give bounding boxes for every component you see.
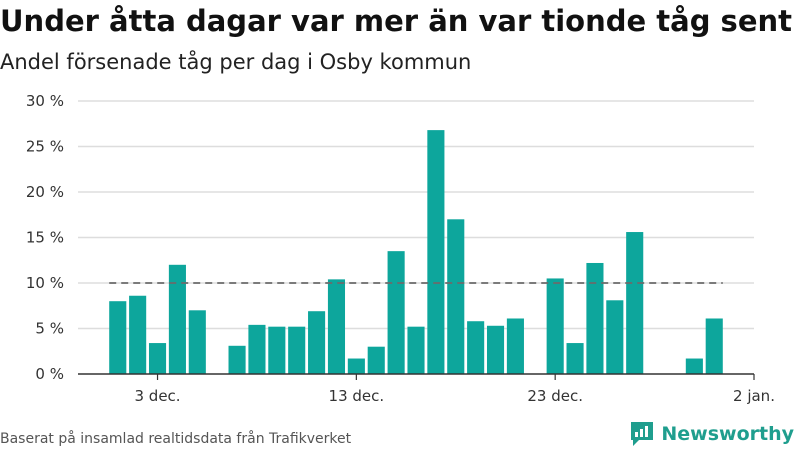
bar xyxy=(168,264,186,374)
bar xyxy=(327,279,346,374)
bar xyxy=(566,343,584,374)
bar xyxy=(486,325,505,374)
y-tick-label: 0 % xyxy=(35,365,64,383)
y-tick-label: 20 % xyxy=(26,183,64,201)
bar xyxy=(467,321,485,374)
bar xyxy=(447,219,465,374)
bar xyxy=(586,262,604,374)
x-tick-label: 13 dec. xyxy=(329,387,385,405)
bar xyxy=(367,346,385,374)
bar xyxy=(148,343,167,374)
bar xyxy=(685,358,703,374)
bar xyxy=(248,324,266,374)
x-tick-label: 3 dec. xyxy=(134,387,180,405)
y-tick-label: 10 % xyxy=(26,274,64,292)
bar xyxy=(506,318,524,374)
y-tick-label: 5 % xyxy=(35,320,64,338)
bar xyxy=(288,326,306,374)
bar xyxy=(109,301,127,374)
bar xyxy=(347,358,365,374)
bar xyxy=(626,232,644,374)
bar xyxy=(546,278,564,374)
bar xyxy=(268,326,286,374)
y-tick-label: 30 % xyxy=(26,92,64,110)
x-tick-label: 2 jan. xyxy=(733,387,775,405)
bar xyxy=(427,130,445,374)
bar xyxy=(188,310,206,374)
bar-chart: 0 % 5 % 10 % 15 % 20 % 25 % 30 % 3 dec. 13 dec. 2… xyxy=(26,92,775,405)
y-tick-label: 25 % xyxy=(26,138,64,156)
bar xyxy=(228,345,246,374)
x-tick-label: 23 dec. xyxy=(527,387,583,405)
bar xyxy=(407,326,425,374)
brand-logo: Newsworthy xyxy=(629,420,794,448)
bar xyxy=(129,295,147,374)
source-note: Baserat på insamlad realtidsdata från Tr… xyxy=(0,431,352,447)
chart-speech-bubble-icon xyxy=(631,422,654,446)
bar xyxy=(606,300,624,374)
bar xyxy=(387,251,405,374)
brand-name: Newsworthy xyxy=(661,423,794,445)
bar xyxy=(705,318,723,374)
chart-title: Under åtta dagar var mer än var tionde t… xyxy=(0,4,792,38)
bar xyxy=(308,311,326,374)
chart-subtitle: Andel försenade tåg per dag i Osby kommu… xyxy=(0,50,472,74)
y-tick-label: 15 % xyxy=(26,229,64,247)
